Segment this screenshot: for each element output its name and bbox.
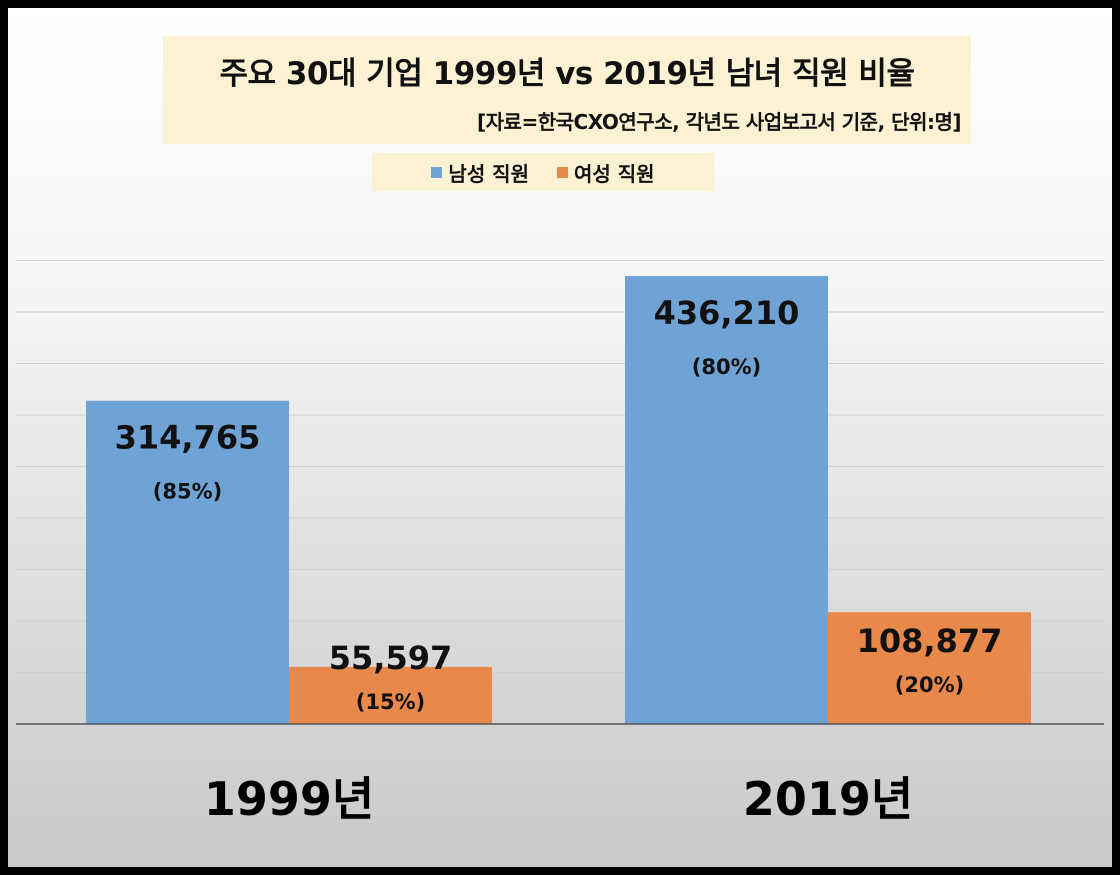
legend-swatch-male xyxy=(431,166,443,178)
data-label-percent: (15%) xyxy=(356,690,425,714)
legend-item-female: 여성 직원 xyxy=(557,158,655,187)
data-label-percent: (20%) xyxy=(895,673,964,697)
bar xyxy=(289,666,492,724)
legend-swatch-female xyxy=(557,166,568,178)
data-label-percent: (80%) xyxy=(692,355,761,379)
bar xyxy=(625,276,828,724)
chart-title: 주요 30대 기업 1999년 vs 2019년 남녀 직원 비율 xyxy=(219,56,915,92)
x-tick-label: 1999년 xyxy=(204,772,374,826)
data-label-percent: (85%) xyxy=(153,480,222,504)
bar xyxy=(828,612,1031,724)
title-box: 주요 30대 기업 1999년 vs 2019년 남녀 직원 비율 [자료=한국… xyxy=(163,36,971,144)
data-label-value: 108,877 xyxy=(857,622,1003,660)
data-label-value: 436,210 xyxy=(654,294,800,332)
data-label-value: 55,597 xyxy=(329,639,452,677)
legend-label-male: 남성 직원 xyxy=(448,161,529,186)
bar xyxy=(86,400,289,724)
legend-label-female: 여성 직원 xyxy=(574,161,655,186)
legend: 남성 직원 여성 직원 xyxy=(372,153,714,191)
legend-item-male: 남성 직원 xyxy=(431,158,529,187)
data-label-value: 314,765 xyxy=(115,419,261,457)
x-tick-label: 2019년 xyxy=(743,772,913,826)
chart-subtitle: [자료=한국CXO연구소, 각년도 사업보고서 기준, 단위:명] xyxy=(477,110,961,134)
